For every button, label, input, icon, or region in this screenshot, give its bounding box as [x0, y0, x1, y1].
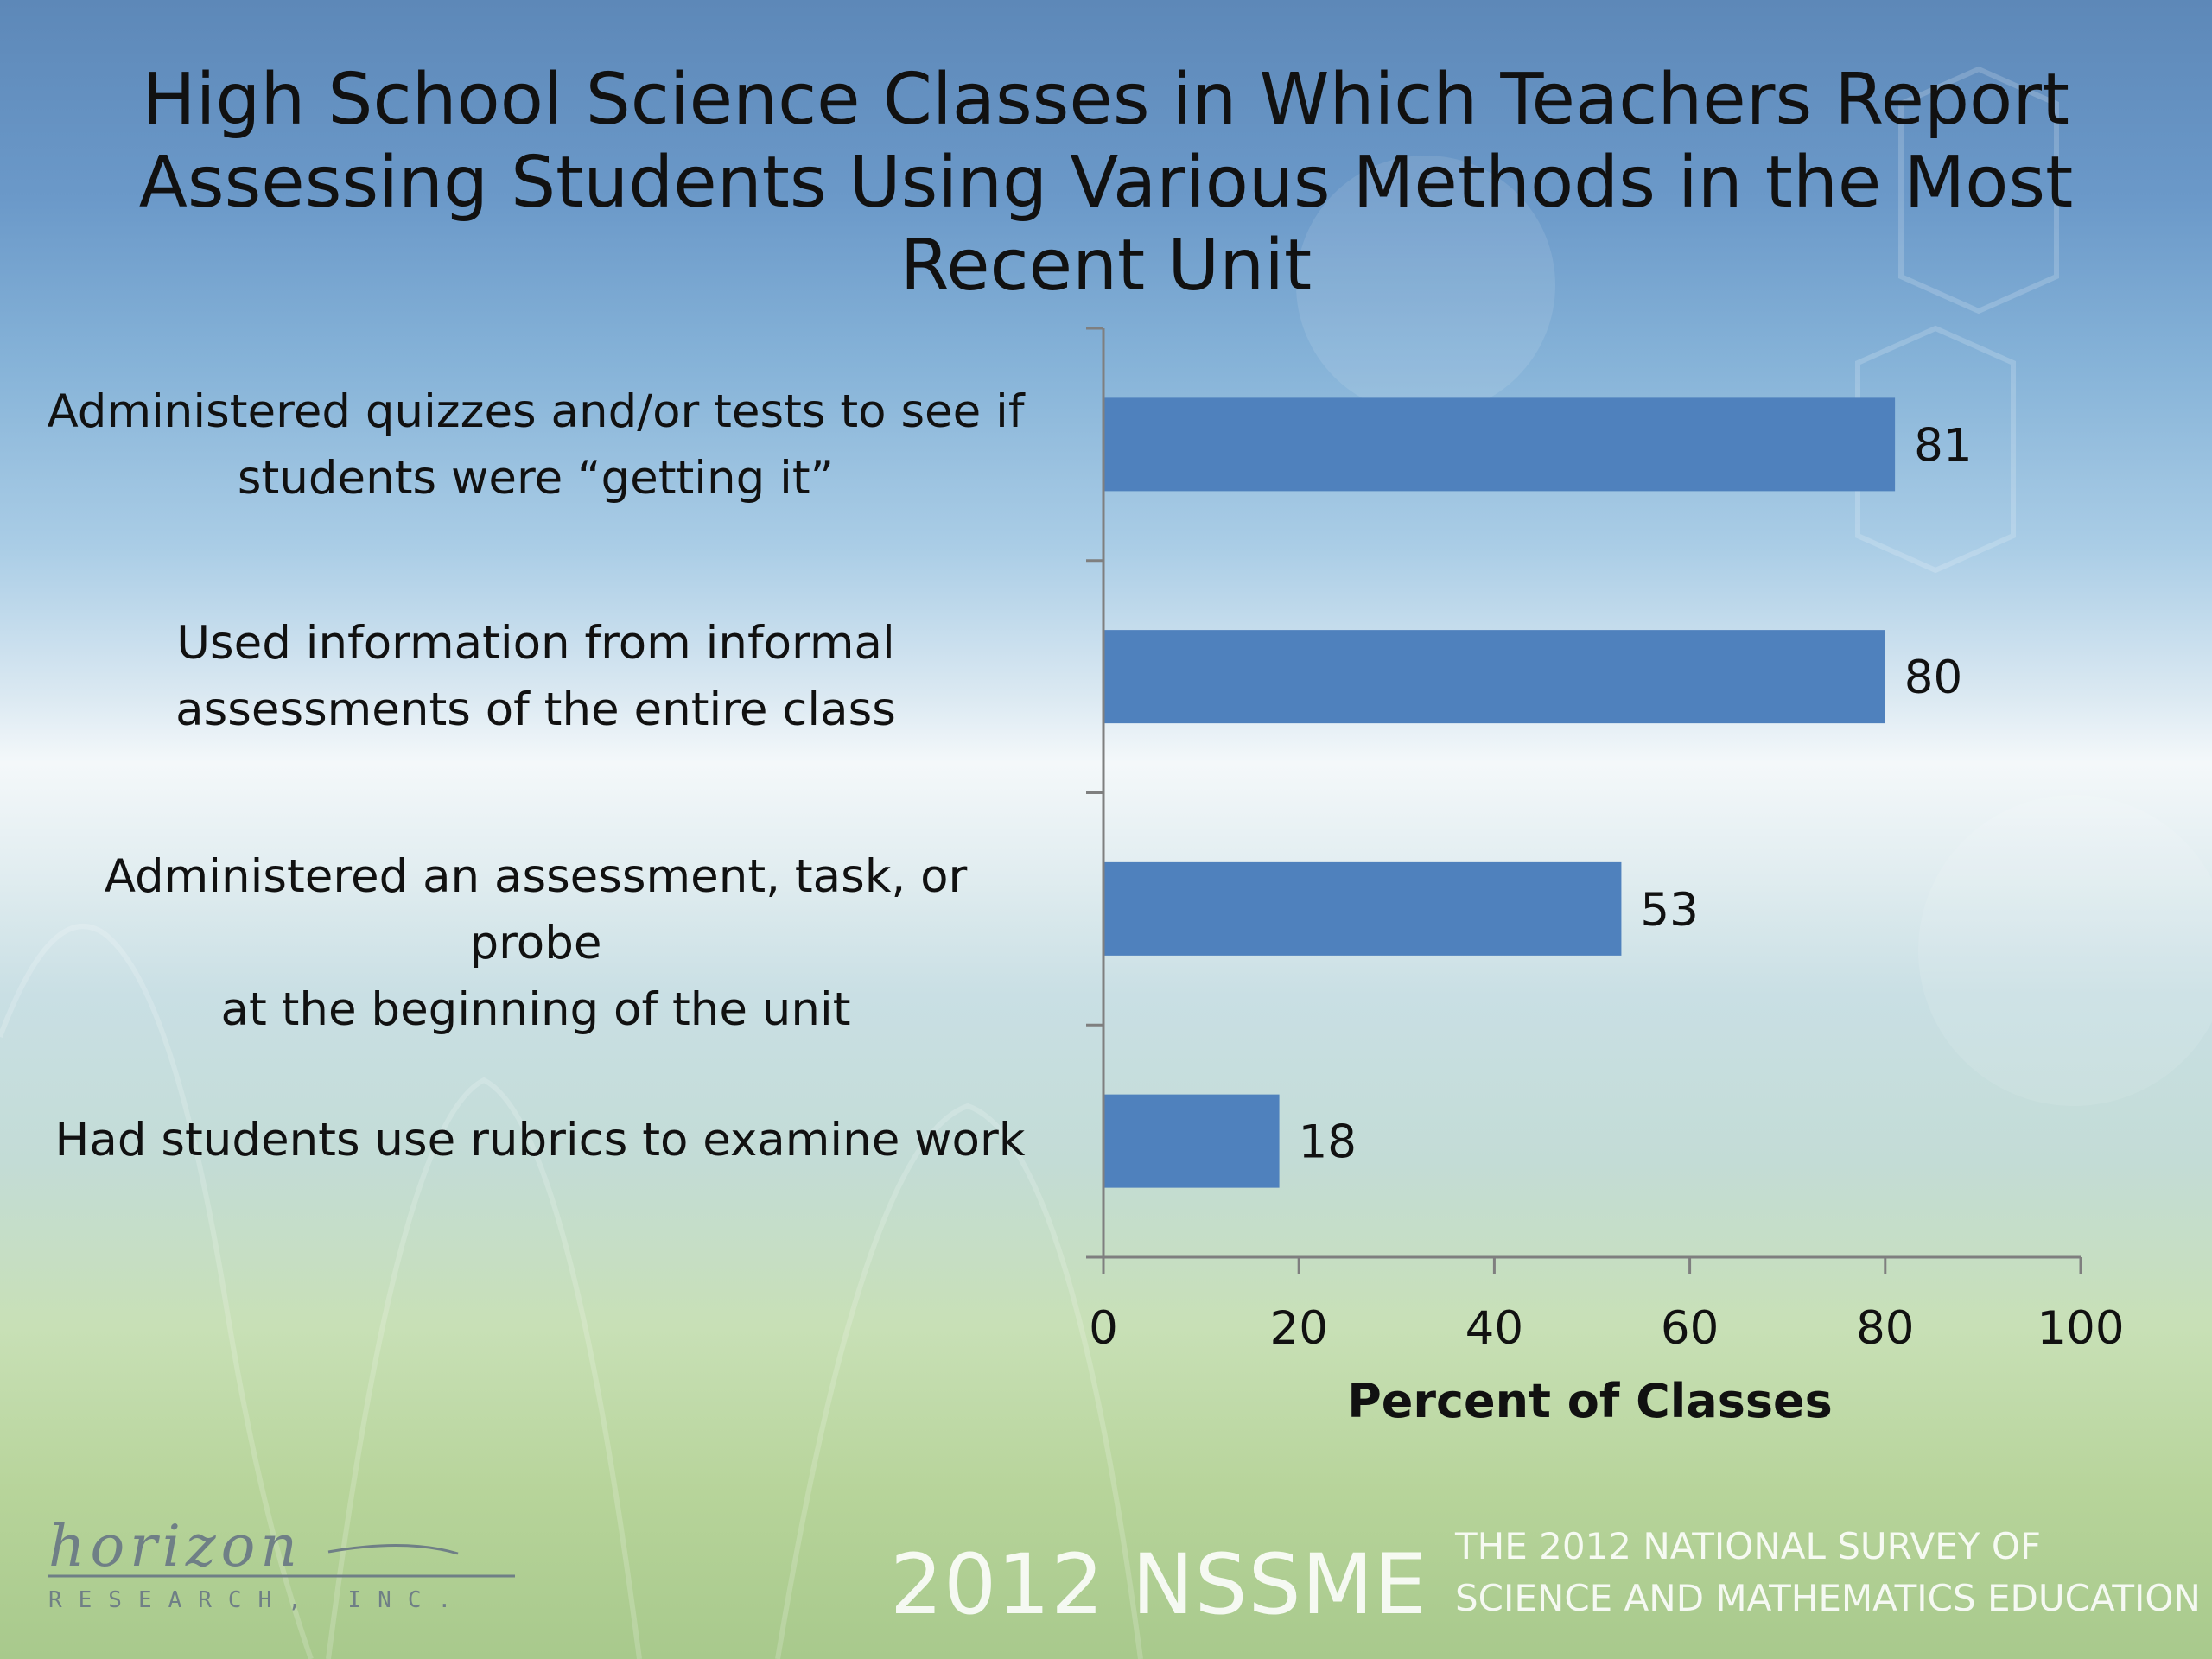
logo-wordmark: horizon	[48, 1513, 302, 1580]
category-label-quizzes-tests: Administered quizzes and/or tests to see…	[35, 378, 1037, 512]
data-label: 80	[1904, 652, 1962, 704]
category-label-line: Had students use rubrics to examine work	[54, 1114, 1026, 1166]
x-tick-label: 100	[2037, 1302, 2124, 1355]
bar	[1103, 1094, 1280, 1188]
data-label: 81	[1914, 419, 1972, 472]
logo-subtext: RESEARCH, INC.	[48, 1587, 467, 1613]
nssme-footer-title: 2012 NSSME	[890, 1536, 1427, 1633]
data-label: 18	[1299, 1116, 1357, 1169]
title-line-2: Assessing Students Using Various Methods…	[138, 142, 2074, 224]
x-tick-label: 40	[1465, 1302, 1523, 1355]
x-tick-label: 80	[1856, 1302, 1914, 1355]
title-line-1: High School Science Classes in Which Tea…	[142, 59, 2070, 141]
x-tick-label: 60	[1661, 1302, 1719, 1355]
category-label-line: Used information from informal	[176, 617, 895, 670]
horizon-research-logo: horizon RESEARCH, INC.	[48, 1513, 515, 1613]
category-label-line: assessments of the entire class	[175, 683, 896, 736]
bar	[1103, 397, 1896, 492]
category-label-line: students were “getting it”	[237, 452, 835, 505]
category-label-informal-assessments: Used information from informal assessmen…	[35, 610, 1037, 743]
category-label-rubrics: Had students use rubrics to examine work	[30, 1107, 1050, 1173]
chart-title: High School Science Classes in Which Tea…	[95, 59, 2117, 308]
category-label-line: Administered quizzes and/or tests to see…	[47, 385, 1025, 438]
bar	[1103, 630, 1885, 724]
x-tick-label: 0	[1089, 1302, 1118, 1355]
footer-subtitle-line: SCIENCE AND MATHEMATICS EDUCATION	[1455, 1577, 2201, 1619]
title-line-3: Recent Unit	[899, 225, 1313, 307]
nssme-footer-subtitle: THE 2012 NATIONAL SURVEY OF SCIENCE AND …	[1455, 1521, 2201, 1624]
data-label: 53	[1640, 884, 1698, 937]
x-axis-label: Percent of Classes	[1347, 1374, 1833, 1428]
bar	[1103, 861, 1622, 956]
x-tick-label: 20	[1269, 1302, 1327, 1355]
footer-subtitle-line: THE 2012 NATIONAL SURVEY OF	[1455, 1525, 2042, 1567]
category-label-line: at the beginning of the unit	[220, 983, 851, 1036]
category-label-line: Administered an assessment, task, or pro…	[104, 850, 968, 969]
category-label-beginning-of-unit: Administered an assessment, task, or pro…	[35, 843, 1037, 1043]
